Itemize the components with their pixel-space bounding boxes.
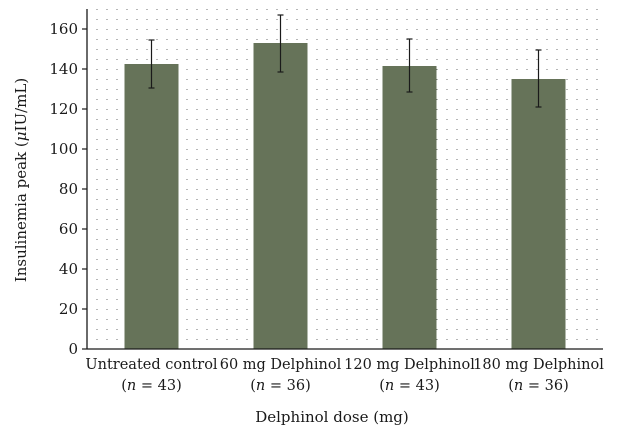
n-rest: = 36) [265, 378, 310, 394]
bar-3 [382, 66, 437, 349]
y-tick-label: 140 [49, 60, 78, 78]
n-prefix: ( [508, 378, 514, 394]
x-category-label: 180 mg Delphinol [473, 357, 604, 373]
sample-size-label: (n = 36) [250, 378, 311, 394]
n-variable: n [127, 378, 136, 394]
y-title-mu: μ [12, 131, 30, 141]
x-category-label: 60 mg Delphinol [220, 357, 342, 373]
x-category-labels: Untreated control(n = 43)60 mg Delphinol… [85, 357, 604, 394]
n-prefix: ( [379, 378, 385, 394]
x-axis-title: Delphinol dose (mg) [255, 408, 409, 426]
n-rest: = 43) [394, 378, 439, 394]
sample-size-label: (n = 43) [379, 378, 440, 394]
sample-size-label: (n = 36) [508, 378, 569, 394]
n-variable: n [514, 378, 523, 394]
x-category-label: 120 mg Delphinol [344, 357, 475, 373]
bars-group [124, 43, 566, 349]
y-tick-label: 0 [68, 340, 78, 358]
n-rest: = 43) [136, 378, 181, 394]
axes-group [82, 9, 603, 350]
n-variable: n [385, 378, 394, 394]
y-tick-label: 120 [49, 100, 78, 118]
bar-1 [124, 64, 179, 349]
y-tick-label: 20 [59, 300, 78, 318]
n-variable: n [256, 378, 265, 394]
sample-size-label: (n = 43) [121, 378, 182, 394]
y-tick-label: 160 [49, 20, 78, 38]
bar-4 [511, 79, 566, 349]
y-tick-label: 100 [49, 140, 78, 158]
y-tick-label: 80 [59, 180, 78, 198]
bar-2 [253, 43, 308, 349]
y-tick-label: 60 [59, 220, 78, 238]
y-title-part: Insulinemia peak ( [12, 141, 30, 282]
y-tick-labels: 0 20 40 60 80 100 120 140 160 [49, 20, 78, 358]
y-tick-label: 40 [59, 260, 78, 278]
n-rest: = 36) [523, 378, 568, 394]
x-category-label: Untreated control [85, 357, 218, 373]
y-title-part: IU/mL) [12, 78, 30, 132]
y-axis-title: Insulinemia peak (μIU/mL) [12, 78, 30, 282]
n-prefix: ( [250, 378, 256, 394]
error-bars-group [148, 14, 542, 108]
n-prefix: ( [121, 378, 127, 394]
